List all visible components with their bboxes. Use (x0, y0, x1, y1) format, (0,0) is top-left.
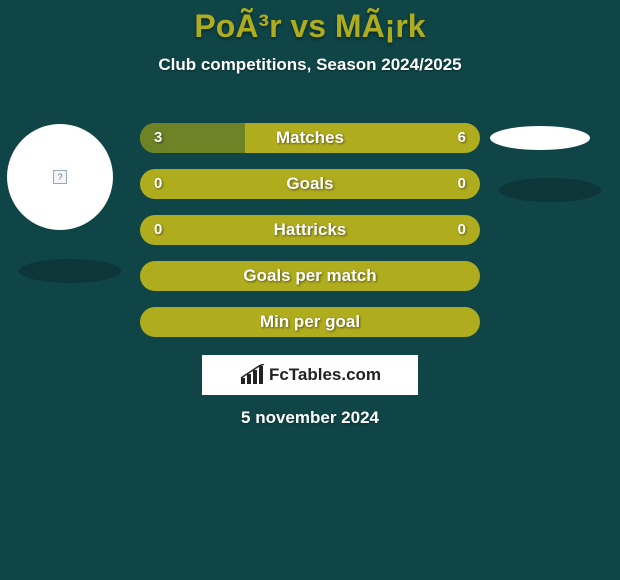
player-right-ellipse-bottom (499, 178, 601, 202)
stat-bar-label: Min per goal (140, 307, 480, 337)
subtitle: Club competitions, Season 2024/2025 (0, 55, 620, 75)
stat-bar-value-left: 3 (140, 123, 176, 153)
stat-bar-value-right: 0 (444, 169, 480, 199)
page-title: PoÃ³r vs MÃ¡rk (0, 0, 620, 45)
stat-bar-value-right: 6 (444, 123, 480, 153)
stat-bar-label: Goals per match (140, 261, 480, 291)
player-left-shadow (19, 259, 121, 283)
stat-bar-row: Matches3 6 (140, 123, 480, 153)
stat-bar-row: Goals0 0 (140, 169, 480, 199)
stat-bar-row: Min per goal (140, 307, 480, 337)
stat-bar-label: Goals (140, 169, 480, 199)
stat-bar-row: Hattricks0 0 (140, 215, 480, 245)
stat-bars: Matches36Goals00Hattricks00Goals per mat… (140, 123, 480, 353)
image-placeholder-icon: ? (53, 170, 67, 184)
bar-chart-icon (239, 364, 265, 386)
stat-bar-value-right: 0 (444, 215, 480, 245)
date-text: 5 november 2024 (0, 408, 620, 428)
stat-bar-label: Hattricks (140, 215, 480, 245)
stat-bar-row: Goals per match (140, 261, 480, 291)
player-right-ellipse-top (490, 126, 590, 150)
fctables-logo: FcTables.com (202, 355, 418, 395)
comparison-card: PoÃ³r vs MÃ¡rk Club competitions, Season… (0, 0, 620, 580)
stat-bar-value-left: 0 (140, 169, 176, 199)
stat-bar-label: Matches (140, 123, 480, 153)
stat-bar-value-left: 0 (140, 215, 176, 245)
logo-text: FcTables.com (269, 365, 381, 385)
